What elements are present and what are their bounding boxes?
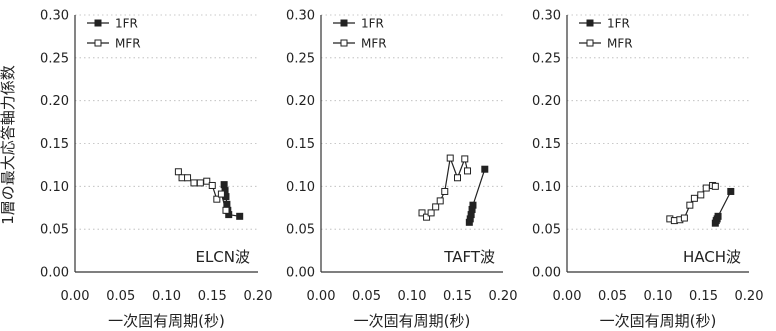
data-point-mfr [427,209,435,217]
chart-panel-3: 0.00 0.05 0.10 0.15 0.20 0.25 0.30 0.00 0.05 0.10… [532,9,763,331]
data-point-mfr [680,214,688,222]
legend-label-1fr: 1FR [607,17,630,31]
legend-label-mfr: MFR [115,37,141,51]
legend-marker-mfr [340,39,348,47]
y-tick-label: 0.10 [286,180,315,195]
legend-marker-1fr [586,19,594,27]
y-tick-label: 0.10 [40,180,69,195]
y-tick-label: 0.15 [532,137,561,152]
legend-marker-mfr [94,39,102,47]
data-point-mfr [184,174,192,182]
x-tick-label: 0.15 [443,289,472,304]
legend-marker-1fr [94,19,102,27]
wave-label: HACH波 [683,248,741,266]
wave-label: TAFT波 [443,248,495,266]
x-tick-label: 0.15 [198,289,227,304]
data-point-mfr [711,182,719,190]
data-point-mfr [196,179,204,187]
data-point-mfr [464,167,472,175]
data-point-mfr [461,155,469,163]
y-tick-label: 0.15 [286,137,315,152]
x-axis-title: 一次固有周期(秒) [108,312,225,330]
data-point-mfr [690,194,698,202]
y-tick-label: 0.25 [40,51,69,66]
x-tick-label: 0.15 [689,289,718,304]
data-point-mfr [217,190,225,198]
legend-label-mfr: MFR [361,37,387,51]
data-point-mfr [190,179,198,187]
data-point-mfr [686,201,694,209]
x-tick-label: 0.00 [307,289,336,304]
data-point-1fr [481,165,489,173]
data-point-mfr [436,197,444,205]
y-tick-label: 0.15 [40,137,69,152]
data-point-mfr [208,181,216,189]
data-point-1fr [469,201,477,209]
y-tick-label: 0.20 [532,94,561,109]
y-tick-label: 0.30 [532,9,561,24]
legend-marker-1fr [340,19,348,27]
data-point-mfr [441,187,449,195]
data-point-mfr [203,177,211,185]
data-point-mfr [222,206,230,214]
legend-marker-mfr [586,39,594,47]
y-tick-label: 0.00 [40,266,69,281]
data-point-mfr [423,213,431,221]
y-tick-label: 0.25 [532,51,561,66]
data-point-mfr [174,168,182,176]
x-tick-label: 0.20 [735,289,764,304]
data-point-mfr [454,174,461,182]
legend-label-1fr: 1FR [361,17,384,31]
x-tick-label: 0.00 [61,289,90,304]
y-tick-label: 0.05 [286,223,315,238]
y-tick-label: 0.30 [40,9,69,24]
x-axis-title: 一次固有周期(秒) [354,312,471,330]
wave-label: ELCN波 [195,248,250,266]
data-point-mfr [418,209,426,217]
data-point-mfr [702,184,710,192]
x-tick-label: 0.05 [352,289,381,304]
x-tick-label: 0.20 [244,289,273,304]
x-tick-label: 0.10 [152,289,181,304]
data-point-mfr [432,203,440,211]
y-tick-label: 0.05 [532,223,561,238]
x-tick-label: 0.10 [398,289,427,304]
y-tick-label: 0.00 [532,266,561,281]
y-tick-label: 0.20 [286,94,315,109]
y-tick-label: 0.00 [286,266,315,281]
y-tick-label: 0.25 [286,51,315,66]
y-tick-label: 0.30 [286,9,315,24]
data-point-1fr [236,212,244,220]
x-tick-label: 0.05 [598,289,627,304]
legend-label-mfr: MFR [607,37,633,51]
x-tick-label: 0.05 [106,289,135,304]
data-point-1fr [714,212,722,220]
y-tick-label: 0.20 [40,94,69,109]
y-tick-label: 0.05 [40,223,69,238]
y-axis-title: 1層の最大応答軸力係数 [0,65,17,225]
chart-panel-1: 0.00 0.05 0.10 0.15 0.20 0.25 0.30 0.00 0.05 0.10… [40,9,272,331]
data-point-mfr [697,191,705,199]
x-axis-title: 一次固有周期(秒) [600,312,717,330]
y-tick-label: 0.10 [532,180,561,195]
x-tick-label: 0.00 [553,289,582,304]
x-tick-label: 0.10 [644,289,673,304]
series-line-mfr [421,155,469,218]
data-point-mfr [213,195,221,203]
data-point-mfr [446,154,454,162]
data-point-1fr [220,181,228,189]
legend-label-1fr: 1FR [115,17,138,31]
x-tick-label: 0.20 [489,289,518,304]
chart-panel-2: 0.00 0.05 0.10 0.15 0.20 0.25 0.30 0.00 0.05 0.10… [286,9,517,331]
data-point-1fr [727,187,735,195]
